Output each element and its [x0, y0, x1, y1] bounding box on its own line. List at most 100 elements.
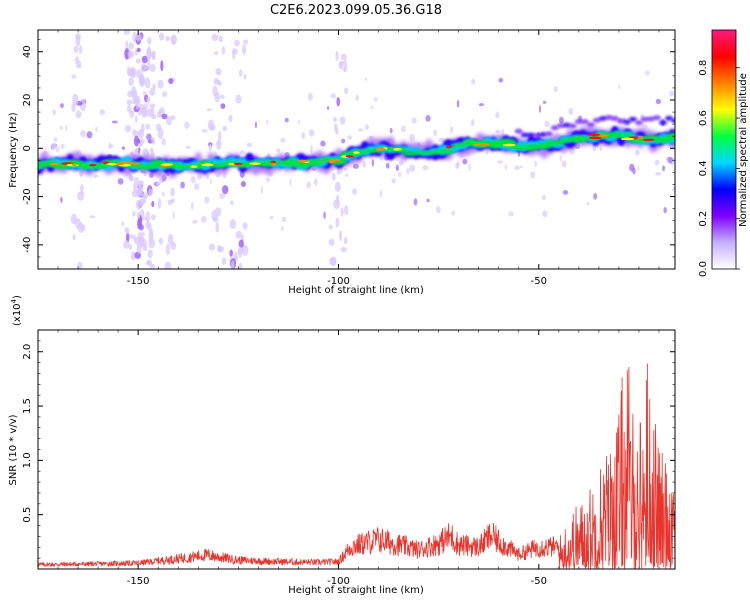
spectrogram-speckle — [146, 133, 152, 141]
snr-ticks: -150 -100 -50 0.5 1.0 1.5 2.0 — [22, 330, 675, 587]
spectrogram-speckle — [269, 215, 274, 220]
spectrogram-speckle — [65, 125, 68, 132]
spectrogram-speckle — [468, 163, 471, 171]
spectrogram-speckle — [338, 230, 343, 242]
spectrogram-speckle — [140, 232, 145, 237]
spectrogram-speckle — [409, 133, 416, 142]
spectrogram-speckle — [655, 98, 662, 105]
spectrogram-speckle — [124, 227, 130, 234]
spectrogram-speckle — [281, 216, 287, 223]
ridge-secondary-blob — [628, 116, 637, 122]
spectrogram-speckle — [51, 142, 57, 151]
spectrogram-speckle — [347, 135, 352, 140]
ridge-hotspot — [190, 165, 198, 168]
colorbar: 0.0 0.2 0.4 0.6 0.8 Normalized spectral ampl… — [698, 29, 749, 277]
spectrogram-speckle — [192, 219, 198, 224]
spectrogram-speckle — [220, 94, 225, 99]
spectrogram-speckle — [150, 214, 156, 221]
ridge-hotspot — [328, 160, 335, 164]
spectrogram-speckle — [123, 240, 130, 249]
ridge-secondary-blob — [616, 118, 625, 124]
spectrogram-speckle — [158, 32, 165, 41]
spectrogram-ytick-label: -40 — [22, 237, 33, 253]
ridge-hotspot — [478, 143, 491, 147]
ridge-hotspot — [270, 163, 277, 166]
spectrogram-speckle — [280, 225, 284, 232]
spectrogram-speckle — [190, 176, 196, 184]
ridge-hotspot — [328, 158, 342, 162]
ridge-hotspot — [446, 145, 452, 149]
spectrogram-speckle — [170, 241, 177, 251]
spectrogram-speckle — [559, 117, 564, 124]
spectrogram-speckle — [222, 125, 228, 132]
spectrogram-speckle — [254, 121, 257, 129]
ridge-hotspot — [72, 163, 78, 167]
spectrogram-speckle — [132, 98, 137, 105]
spectrogram-ytick-label: 0 — [22, 145, 33, 151]
spectrogram-speckle — [52, 109, 57, 116]
ridge-green-blob — [619, 133, 635, 138]
ridge-hotspot — [472, 143, 479, 147]
spectrogram-speckle — [534, 160, 537, 167]
spectrogram-speckle — [398, 160, 404, 166]
spectrogram-speckle — [221, 257, 227, 265]
spectrogram-xtick-label: -50 — [531, 276, 547, 287]
spectrogram-speckle — [138, 180, 144, 185]
spectrogram-speckle — [167, 199, 173, 206]
spectrogram-speckle — [301, 132, 306, 140]
snr-ytick-label: 2.0 — [22, 344, 33, 360]
ridge-hotspot — [375, 147, 387, 151]
spectrogram-speckle — [77, 262, 83, 269]
ridge-hotspot — [204, 162, 212, 166]
spectrogram-speckle — [208, 143, 212, 151]
spectrogram-speckle — [328, 238, 335, 246]
spectrogram-speckle — [330, 93, 337, 99]
spectrogram-speckle — [238, 248, 243, 259]
spectrogram-speckle — [89, 215, 96, 219]
spectrogram-speckle — [260, 186, 264, 194]
ridge-secondary-blob — [544, 131, 553, 137]
spectrogram-speckle — [121, 146, 126, 150]
spectrogram-speckle — [335, 217, 340, 228]
spectrogram-speckle — [229, 200, 234, 206]
ridge-green-blob — [570, 135, 587, 143]
spectrogram-xtick-label: -150 — [127, 276, 150, 287]
ridge-secondary-blob — [658, 120, 667, 126]
spectrogram-speckle — [308, 129, 315, 137]
spectrogram-speckle — [125, 232, 130, 243]
spectrogram-speckle — [667, 156, 674, 164]
spectrogram-speckle — [158, 237, 164, 245]
spectrogram-speckle — [161, 191, 165, 197]
spectrogram-speckle — [231, 260, 235, 269]
spectrogram-speckle — [145, 108, 153, 117]
spectrogram-speckle — [53, 137, 58, 142]
ridge-green-blob — [607, 131, 623, 138]
spectrogram-speckle — [81, 224, 86, 232]
spectrogram-speckle — [170, 187, 175, 197]
spectrogram-speckle — [161, 137, 166, 146]
ridge-secondary-blob — [526, 132, 535, 138]
spectrogram-speckle — [136, 47, 141, 53]
spectrogram-frame — [37, 29, 676, 270]
spectrogram-speckle — [128, 233, 133, 239]
snr-xtick-label: -150 — [127, 576, 150, 587]
spectrogram-speckle — [246, 142, 253, 148]
spectrogram-speckle — [138, 224, 144, 231]
spectrogram-speckle — [371, 105, 374, 110]
ridge-secondary-blob — [592, 117, 601, 123]
spectrogram-speckle — [364, 77, 367, 81]
spectrogram-speckle — [145, 123, 150, 130]
colorbar-gradient — [711, 29, 737, 270]
spectrogram-speckle — [86, 131, 93, 139]
spectrogram-xlabel: Height of straight line (km) — [288, 285, 424, 296]
spectrogram-speckle — [147, 249, 153, 259]
spectrogram-speckle — [562, 190, 569, 195]
spectrogram-speckle — [519, 165, 523, 169]
spectrogram-speckle — [379, 189, 383, 198]
spectrogram-speckle — [133, 177, 140, 184]
spectrogram-speckle — [497, 160, 504, 164]
spectrogram-speckle — [121, 221, 125, 227]
ridge-hotspot — [502, 143, 516, 147]
spectrogram-ytick-label: 20 — [22, 94, 33, 107]
spectrogram-speckle — [165, 243, 171, 256]
